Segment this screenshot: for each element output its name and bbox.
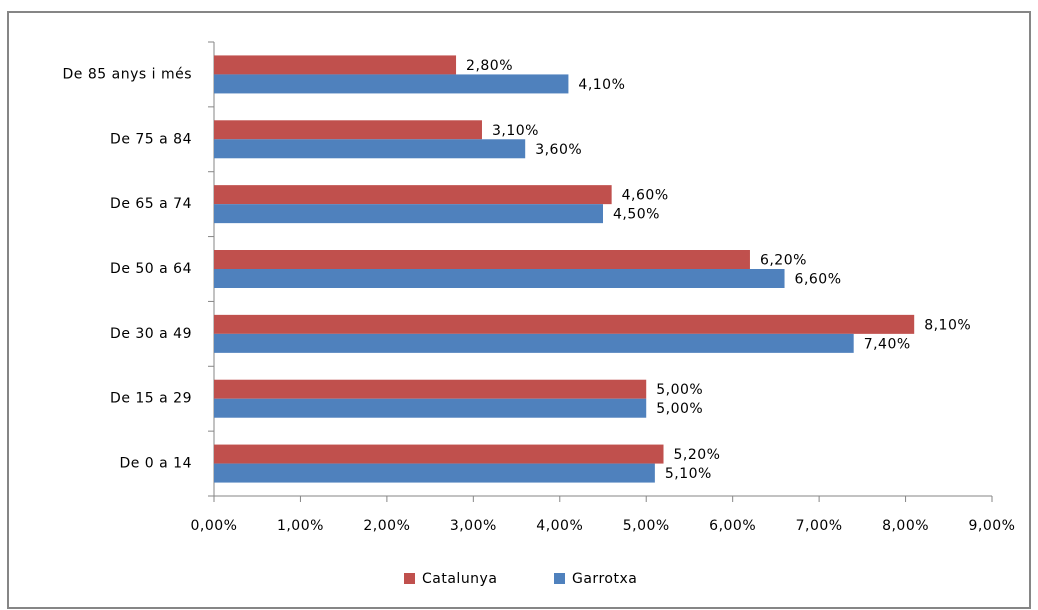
bar (214, 379, 647, 399)
bar (214, 204, 603, 224)
bar (214, 55, 457, 75)
y-tick-label: De 0 a 14 (119, 456, 192, 472)
y-tick-label: De 50 a 64 (110, 261, 192, 277)
data-label: 5,20% (674, 447, 721, 463)
x-tick-label: 3,00% (450, 518, 497, 534)
bar (214, 444, 664, 464)
data-label: 3,60% (535, 142, 582, 158)
x-tick-label: 4,00% (536, 518, 583, 534)
data-label: 6,20% (760, 253, 807, 269)
data-label: 5,00% (656, 382, 703, 398)
data-label: 2,80% (466, 58, 513, 74)
bar (214, 74, 569, 94)
data-label: 3,10% (492, 123, 539, 139)
data-label: 8,10% (924, 317, 971, 333)
y-tick-label: De 65 a 74 (110, 196, 192, 212)
legend-swatch (554, 573, 565, 584)
x-tick-label: 2,00% (363, 518, 410, 534)
bar (214, 463, 655, 483)
data-label: 5,00% (656, 401, 703, 417)
x-tick-label: 9,00% (969, 518, 1016, 534)
chart-border (7, 11, 1031, 609)
bar (214, 185, 612, 205)
x-tick-label: 6,00% (709, 518, 756, 534)
y-tick-label: De 85 anys i més (63, 66, 192, 82)
bar (214, 398, 647, 418)
x-tick-label: 1,00% (277, 518, 324, 534)
x-tick-label: 8,00% (882, 518, 929, 534)
legend-swatch (404, 573, 415, 584)
data-label: 7,40% (864, 336, 911, 352)
x-tick-label: 5,00% (623, 518, 670, 534)
y-tick-label: De 75 a 84 (110, 131, 192, 147)
bar (214, 269, 785, 288)
data-label: 5,10% (665, 466, 712, 482)
bar (214, 139, 526, 159)
bar (214, 314, 915, 334)
data-label: 4,10% (578, 77, 625, 93)
legend-label: Catalunya (422, 571, 497, 587)
bar (214, 120, 482, 140)
data-label: 4,50% (613, 207, 660, 223)
legend-label: Garrotxa (572, 571, 637, 587)
data-label: 6,60% (795, 272, 842, 288)
data-label: 4,60% (622, 188, 669, 204)
y-tick-label: De 15 a 29 (110, 391, 192, 407)
bar (214, 333, 854, 353)
bar (214, 250, 750, 269)
y-tick-label: De 30 a 49 (110, 326, 192, 342)
x-tick-label: 7,00% (796, 518, 843, 534)
x-tick-label: 0,00% (191, 518, 238, 534)
